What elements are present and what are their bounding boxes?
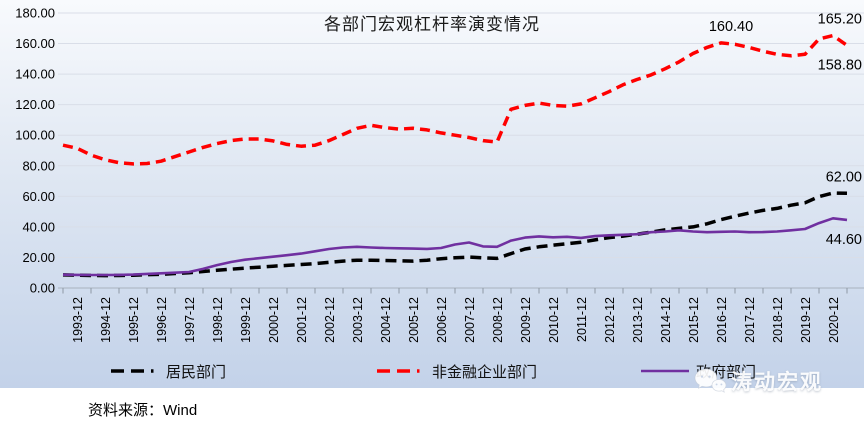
leverage-chart: 0.00 20.00 40.00 60.00 80.00 100.00 120.00 140.…: [0, 0, 864, 388]
series-line-households: [62, 191, 848, 278]
x-axis-label: 2002-12: [323, 297, 337, 343]
data-label: 160.40: [709, 19, 753, 35]
x-axis-label: 2008-12: [491, 297, 505, 343]
x-axis-label: 2010-12: [547, 297, 561, 343]
wechat-chat-bubbles-icon: [694, 368, 726, 393]
x-axis-label: 1998-12: [211, 297, 225, 343]
x-axis-label: 2000-12: [267, 297, 281, 343]
y-axis-label: 60.00: [22, 189, 55, 204]
x-axis-label: 2012-12: [603, 297, 617, 343]
y-axis-label: 0.00: [30, 281, 55, 296]
data-label: 44.60: [826, 232, 862, 248]
x-axis-label: 1999-12: [239, 297, 253, 343]
series-line-government: [62, 217, 848, 277]
data-label: 158.80: [818, 57, 862, 73]
legend-marker-government-icon: [641, 369, 689, 373]
legend-marker-corporates-icon: [377, 369, 427, 373]
legend-label-corporates: 非金融企业部门: [432, 363, 538, 381]
x-axis-label: 2014-12: [659, 297, 673, 343]
x-axis-label: 1997-12: [183, 297, 197, 343]
x-axis-label: 1994-12: [99, 297, 113, 343]
data-label: 62.00: [826, 169, 862, 185]
source-note: 资料来源：Wind: [88, 402, 198, 419]
x-axis-label: 2004-12: [379, 297, 393, 343]
data-label: 165.20: [818, 12, 862, 28]
y-axis-label: 80.00: [22, 158, 55, 173]
y-axis-label: 100.00: [15, 128, 55, 143]
x-axis-label: 2017-12: [743, 297, 757, 343]
y-axis-label: 20.00: [22, 250, 55, 265]
x-axis-label: 2001-12: [295, 297, 309, 343]
x-axis-label: 1993-12: [71, 297, 85, 343]
series-line-non_financial_corporates: [62, 33, 849, 166]
x-axis-label: 1996-12: [155, 297, 169, 343]
plot-area: 0.00 20.00 40.00 60.00 80.00 100.00 120.00 140.…: [15, 6, 864, 343]
legend-marker-households-icon: [111, 369, 161, 373]
y-axis-label: 120.00: [15, 97, 55, 112]
y-axis-label: 40.00: [22, 219, 55, 234]
x-axis-label: 2015-12: [687, 297, 701, 343]
x-axis-label: 2016-12: [715, 297, 729, 343]
x-axis-label: 2009-12: [519, 297, 533, 343]
x-axis-label: 2011-12: [575, 297, 589, 342]
legend-label-households: 居民部门: [166, 363, 227, 381]
y-axis-label: 140.00: [15, 67, 55, 82]
x-axis-label: 2003-12: [351, 297, 365, 343]
y-axis-label: 180.00: [15, 6, 55, 21]
legend-item-corporates: 非金融企业部门: [376, 358, 537, 384]
x-axis-label: 2006-12: [435, 297, 449, 343]
legend: 居民部门 非金融企业部门 政府部门: [0, 358, 864, 384]
watermark-text: 涛动宏观: [731, 371, 823, 394]
watermark: 涛动宏观: [694, 366, 823, 396]
x-axis-label: 2018-12: [771, 297, 785, 343]
legend-item-households: 居民部门: [110, 358, 226, 384]
chart-title: 各部门宏观杠杆率演变情况: [324, 15, 540, 34]
x-axis-label: 2005-12: [407, 297, 421, 343]
x-axis-label: 2013-12: [631, 297, 645, 343]
x-axis-label: 2020-12: [827, 297, 841, 343]
x-axis-label: 2007-12: [463, 297, 477, 343]
x-axis-label: 1995-12: [127, 297, 141, 343]
x-axis-label: 2019-12: [799, 297, 813, 343]
y-axis-label: 160.00: [15, 36, 55, 51]
